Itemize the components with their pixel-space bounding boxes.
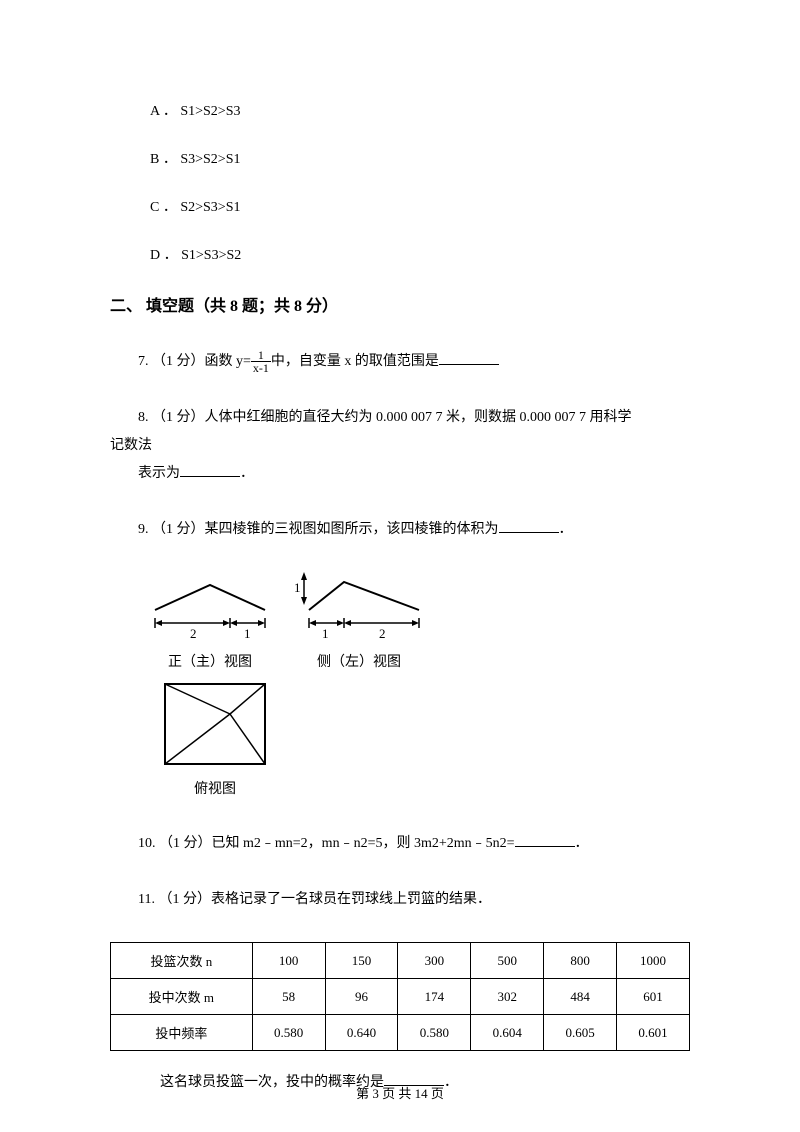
- top-view-svg: [160, 679, 270, 769]
- table-row-header: 投篮次数 n 100 150 300 500 800 1000: [111, 943, 690, 979]
- r2-4: 0.604: [471, 1015, 544, 1051]
- q9-text: 9. （1 分）某四棱锥的三视图如图所示，该四棱锥的体积为: [138, 522, 499, 537]
- svg-text:1: 1: [294, 580, 301, 595]
- q7-fraction: 1x-1: [251, 349, 271, 374]
- r2-0: 投中频率: [111, 1015, 253, 1051]
- svg-text:2: 2: [379, 626, 386, 641]
- question-7: 7. （1 分）函数 y=1x-1中，自变量 x 的取值范围是: [110, 348, 690, 376]
- r2-1: 0.580: [252, 1015, 325, 1051]
- r1-4: 302: [471, 979, 544, 1015]
- q8-blank: [180, 463, 240, 477]
- q9-blank: [499, 519, 559, 533]
- q7-suffix: 中，自变量 x 的取值范围是: [271, 354, 439, 369]
- q10-suffix: ．: [575, 836, 589, 851]
- svg-text:1: 1: [244, 626, 251, 641]
- q7-blank: [439, 351, 499, 365]
- th-0: 投篮次数 n: [111, 943, 253, 979]
- th-6: 1000: [617, 943, 690, 979]
- th-4: 500: [471, 943, 544, 979]
- section-heading: 二、 填空题（共 8 题；共 8 分）: [110, 292, 690, 316]
- r2-6: 0.601: [617, 1015, 690, 1051]
- question-11: 11. （1 分）表格记录了一名球员在罚球线上罚篮的结果．: [110, 886, 690, 914]
- r2-5: 0.605: [544, 1015, 617, 1051]
- front-view-label: 正（主）视图: [150, 651, 270, 671]
- q11-text: 11. （1 分）表格记录了一名球员在罚球线上罚篮的结果．: [138, 892, 491, 907]
- svg-text:2: 2: [190, 626, 197, 641]
- th-1: 100: [252, 943, 325, 979]
- q9-suffix: ．: [559, 522, 573, 537]
- table-row-2: 投中频率 0.580 0.640 0.580 0.604 0.605 0.601: [111, 1015, 690, 1051]
- q7-prefix: 7. （1 分）函数 y=: [138, 354, 251, 369]
- r1-6: 601: [617, 979, 690, 1015]
- r1-3: 174: [398, 979, 471, 1015]
- q8-line2a: 记数法: [110, 432, 690, 460]
- option-d: D ． S1>S3>S2: [110, 244, 690, 264]
- front-view-block: 2 1 正（主）视图: [150, 580, 270, 671]
- question-9: 9. （1 分）某四棱锥的三视图如图所示，该四棱锥的体积为 ．: [110, 516, 690, 544]
- page-footer: 第 3 页 共 14 页: [0, 1083, 800, 1102]
- side-view-label: 侧（左）视图: [294, 651, 424, 671]
- option-c: C ． S2>S3>S1: [110, 196, 690, 216]
- top-view-label: 俯视图: [160, 778, 270, 798]
- r2-3: 0.580: [398, 1015, 471, 1051]
- th-5: 800: [544, 943, 617, 979]
- th-3: 300: [398, 943, 471, 979]
- question-8: 8. （1 分）人体中红细胞的直径大约为 0.000 007 7 米，则数据 0…: [110, 404, 690, 488]
- table-row-1: 投中次数 m 58 96 174 302 484 601: [111, 979, 690, 1015]
- side-view-svg: 1 1 2: [294, 572, 424, 642]
- q8-line2b: 表示为: [138, 466, 180, 481]
- q8-line1: 8. （1 分）人体中红细胞的直径大约为 0.000 007 7 米，则数据 0…: [138, 404, 690, 432]
- top-view-block: 俯视图: [160, 679, 270, 798]
- r1-2: 96: [325, 979, 398, 1015]
- q10-text: 10. （1 分）已知 m2﹣mn=2，mn﹣n2=5，则 3m2+2mn﹣5n…: [138, 836, 515, 851]
- r1-5: 484: [544, 979, 617, 1015]
- q10-blank: [515, 833, 575, 847]
- th-2: 150: [325, 943, 398, 979]
- option-a: A ． S1>S2>S3: [110, 100, 690, 120]
- r2-2: 0.640: [325, 1015, 398, 1051]
- question-10: 10. （1 分）已知 m2﹣mn=2，mn﹣n2=5，则 3m2+2mn﹣5n…: [110, 830, 690, 858]
- front-view-svg: 2 1: [150, 580, 270, 642]
- q7-frac-den: x-1: [251, 362, 271, 374]
- svg-text:1: 1: [322, 626, 329, 641]
- q8-line2c: ．: [240, 466, 254, 481]
- r1-0: 投中次数 m: [111, 979, 253, 1015]
- r1-1: 58: [252, 979, 325, 1015]
- three-views-diagram: 2 1 正（主）视图 1 1 2: [110, 572, 690, 798]
- side-view-block: 1 1 2 侧（左）视图: [294, 572, 424, 671]
- option-b: B ． S3>S2>S1: [110, 148, 690, 168]
- frequency-table: 投篮次数 n 100 150 300 500 800 1000 投中次数 m 5…: [110, 942, 690, 1051]
